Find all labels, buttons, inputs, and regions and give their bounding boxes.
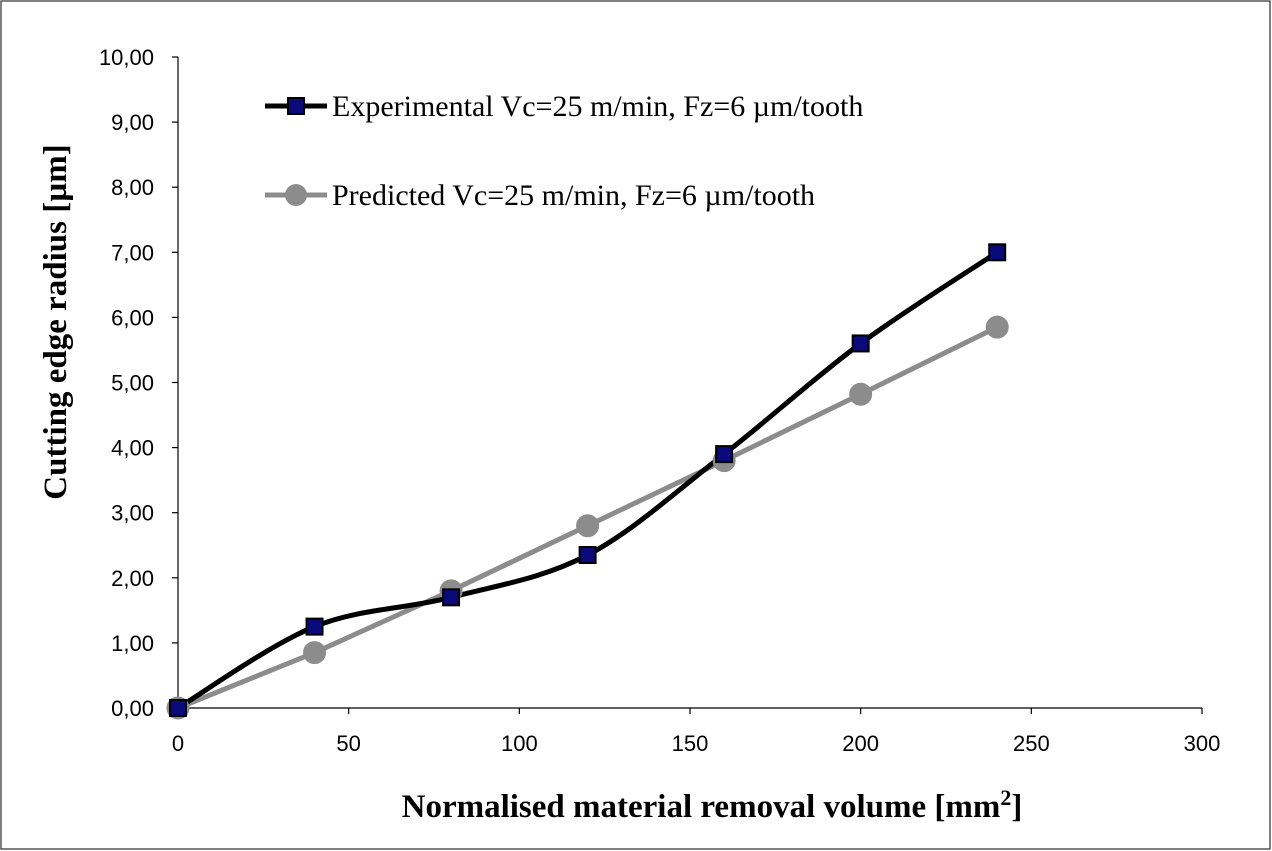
series-experimental-point [715,445,734,464]
series-experimental-point [578,546,597,565]
y-tick-label: 0,00 [111,696,154,721]
legend-predicted-label: Predicted Vc=25 m/min, Fz=6 µm/tooth [332,179,815,212]
series-experimental-point [851,334,870,353]
series-experimental-point [305,617,324,636]
series-predicted-point [576,514,600,538]
legend-predicted-marker [285,184,307,206]
series-experimental-point [442,588,461,607]
y-tick-label: 9,00 [111,110,154,135]
y-axis-title: Cutting edge radius [µm] [38,144,74,499]
y-tick-label: 1,00 [111,631,154,656]
y-tick-label: 4,00 [111,436,154,461]
x-tick-label: 250 [1013,731,1050,756]
x-tick-label: 100 [501,731,538,756]
x-tick-label: 150 [672,731,709,756]
x-tick-label: 200 [842,731,879,756]
series-predicted-point [303,641,327,665]
y-tick-label: 10,00 [99,45,154,70]
legend: Experimental Vc=25 m/min, Fz=6 µm/tooth P… [265,90,863,212]
x-axis-title: Normalised material removal volume [mm2] [402,785,1023,826]
series-predicted-point [985,315,1009,339]
series-predicted-point [849,382,873,406]
series-layer [166,243,1009,720]
y-tick-label: 6,00 [111,305,154,330]
x-axis-title-superscript: 2 [1000,785,1011,810]
y-tick-label: 2,00 [111,566,154,591]
series-experimental-point [988,243,1007,262]
x-tick-label: 0 [172,731,184,756]
y-tick-label: 8,00 [111,175,154,200]
y-tick-label: 3,00 [111,501,154,526]
y-tick-label: 7,00 [111,240,154,265]
legend-experimental-label: Experimental Vc=25 m/min, Fz=6 µm/tooth [332,90,863,123]
legend-experimental-marker [287,97,305,115]
series-experimental-point [169,699,187,717]
x-tick-label: 300 [1184,731,1221,756]
axes: 0,00 1,00 2,00 3,00 4,00 5,00 6,00 7,00 8,00 9,00… [99,45,1220,756]
y-tick-label: 5,00 [111,371,154,396]
x-tick-label: 50 [336,731,360,756]
